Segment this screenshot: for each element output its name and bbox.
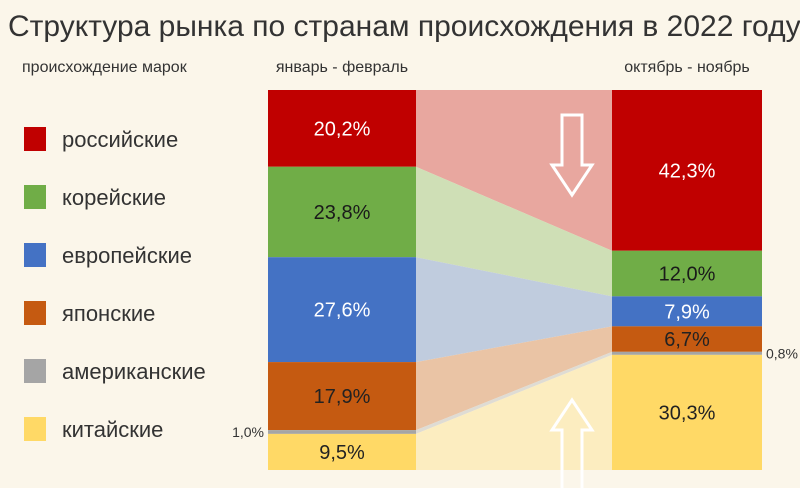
legend-label: российские [62, 127, 178, 152]
arrow-down-0-icon [549, 113, 595, 198]
category-label-oct-nov: октябрь - ноябрь [624, 59, 749, 76]
label-0-российские: 20,2% [314, 118, 371, 140]
legend-label: японские [62, 301, 155, 326]
ribbon-японские [416, 326, 612, 431]
legend-item-американские: американские [24, 359, 206, 384]
ribbon-корейские [416, 166, 612, 297]
label-1-корейские: 12,0% [659, 264, 716, 286]
legend-label: американские [62, 359, 206, 384]
label-1-китайские: 30,3% [659, 402, 716, 424]
legend-swatch [24, 185, 46, 209]
legend-swatch [24, 243, 46, 267]
ribbon-американские [416, 351, 612, 434]
bar-0-американские [268, 430, 416, 434]
chart-title: Структура рынка по странам происхождения… [8, 10, 800, 43]
legend-item-японские: японские [24, 301, 155, 326]
bar-0-европейские [268, 257, 416, 363]
label-0-европейские: 27,6% [314, 300, 371, 322]
bar-1-американские [612, 351, 762, 355]
bar-1-российские [612, 90, 762, 251]
legend-swatch [24, 417, 46, 441]
bar-1-китайские [612, 354, 762, 470]
bar-0-японские [268, 362, 416, 431]
label-1-японские: 6,7% [664, 329, 710, 351]
label-0-китайские: 9,5% [319, 442, 365, 464]
legend-swatch [24, 301, 46, 325]
label-1-российские: 42,3% [659, 160, 716, 182]
legend-label: корейские [62, 185, 166, 210]
stacked-bars [268, 90, 762, 470]
label-0-американские: 1,0% [232, 424, 264, 440]
legend-swatch [24, 127, 46, 151]
label-0-корейские: 23,8% [314, 202, 371, 224]
label-0-японские: 17,9% [314, 386, 371, 408]
legend-item-корейские: корейские [24, 185, 166, 210]
legend-swatch [24, 359, 46, 383]
label-1-европейские: 7,9% [664, 301, 710, 323]
legend-label: китайские [62, 417, 163, 442]
legend-item-российские: российские [24, 127, 178, 152]
category-label-jan-feb: январь - февраль [276, 59, 408, 76]
bar-1-японские [612, 326, 762, 352]
bar-0-российские [268, 90, 416, 167]
bar-1-корейские [612, 250, 762, 297]
trend-arrows [549, 113, 595, 488]
label-1-американские: 0,8% [766, 345, 798, 361]
arrow-up-1-icon [549, 397, 595, 488]
bar-0-корейские [268, 166, 416, 258]
bar-labels: 20,2% 23,8% 27,6% 17,9% 1,0% 9,5% 42,3% 12,0% 7,… [232, 118, 798, 464]
bar-0-китайские [268, 433, 416, 470]
legend-item-китайские: китайские [24, 417, 163, 442]
legend-title: происхождение марок [22, 59, 188, 76]
legend-item-европейские: европейские [24, 243, 192, 268]
legend-label: европейские [62, 243, 192, 268]
ribbon-европейские [416, 257, 612, 363]
bar-1-европейские [612, 296, 762, 327]
legend: российские корейские европейские японские ам… [24, 127, 206, 442]
